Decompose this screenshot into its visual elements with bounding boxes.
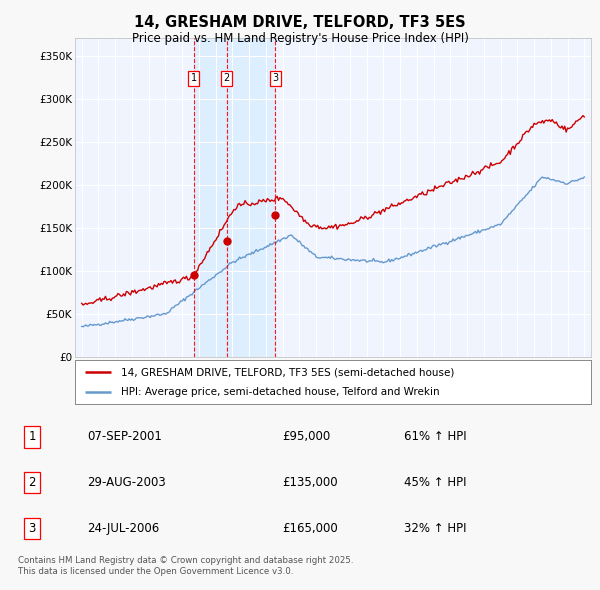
Text: 29-AUG-2003: 29-AUG-2003 (87, 476, 166, 489)
Text: Contains HM Land Registry data © Crown copyright and database right 2025.
This d: Contains HM Land Registry data © Crown c… (18, 556, 353, 576)
Text: 3: 3 (272, 73, 278, 83)
Text: 1: 1 (28, 431, 36, 444)
Text: 61% ↑ HPI: 61% ↑ HPI (404, 431, 466, 444)
Text: £135,000: £135,000 (283, 476, 338, 489)
Text: 07-SEP-2001: 07-SEP-2001 (87, 431, 162, 444)
Text: 45% ↑ HPI: 45% ↑ HPI (404, 476, 466, 489)
Text: 1: 1 (191, 73, 197, 83)
Text: £95,000: £95,000 (283, 431, 331, 444)
Text: 2: 2 (224, 73, 230, 83)
Text: 24-JUL-2006: 24-JUL-2006 (87, 522, 159, 535)
Text: 32% ↑ HPI: 32% ↑ HPI (404, 522, 466, 535)
Text: 14, GRESHAM DRIVE, TELFORD, TF3 5ES (semi-detached house): 14, GRESHAM DRIVE, TELFORD, TF3 5ES (sem… (121, 368, 455, 377)
Text: 2: 2 (28, 476, 36, 489)
Text: HPI: Average price, semi-detached house, Telford and Wrekin: HPI: Average price, semi-detached house,… (121, 387, 440, 396)
Bar (194, 38, 275, 357)
Text: 14, GRESHAM DRIVE, TELFORD, TF3 5ES: 14, GRESHAM DRIVE, TELFORD, TF3 5ES (134, 15, 466, 30)
Text: 3: 3 (28, 522, 36, 535)
Text: £165,000: £165,000 (283, 522, 338, 535)
Text: Price paid vs. HM Land Registry's House Price Index (HPI): Price paid vs. HM Land Registry's House … (131, 32, 469, 45)
